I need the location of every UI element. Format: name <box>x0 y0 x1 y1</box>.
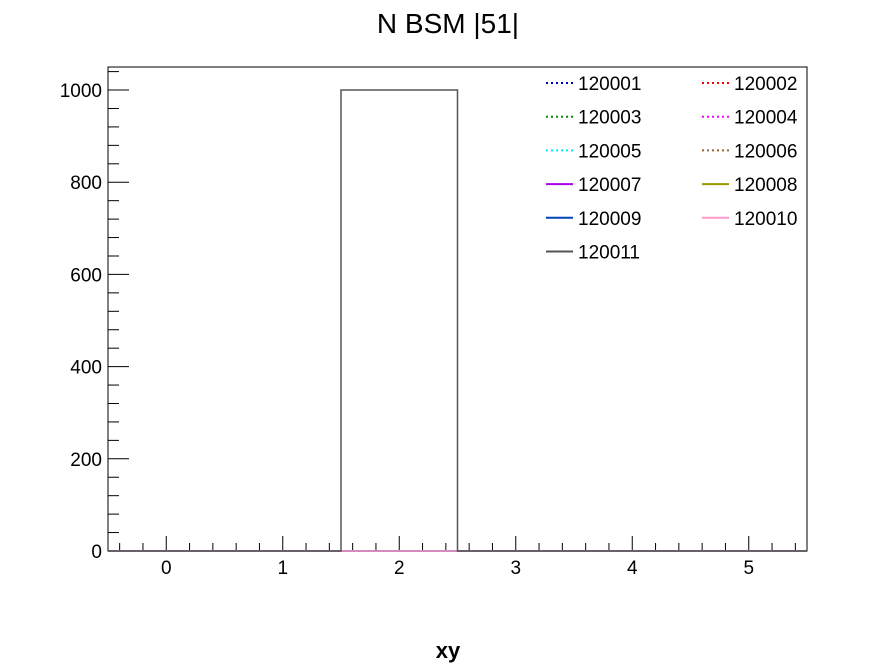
x-tick-label: 5 <box>743 558 754 579</box>
legend-label: 120008 <box>734 175 797 196</box>
legend-entry: 120007 <box>546 175 641 196</box>
x-tick-label: 3 <box>510 558 521 579</box>
legend-label: 120005 <box>578 141 641 162</box>
x-tick-label: 2 <box>394 558 405 579</box>
legend-label: 120001 <box>578 74 641 95</box>
y-tick-label: 400 <box>70 358 102 379</box>
legend-label: 120002 <box>734 74 797 95</box>
y-tick-label: 200 <box>70 450 102 471</box>
series-layer <box>108 89 807 552</box>
x-tick-label: 1 <box>277 558 288 579</box>
legend-entry: 120011 <box>546 243 640 264</box>
legend-entry: 120002 <box>702 74 797 95</box>
legend-entry: 120006 <box>702 141 797 162</box>
legend-entry: 120005 <box>546 141 641 162</box>
y-tick-label: 800 <box>70 173 102 194</box>
x-tick-label: 4 <box>627 558 638 579</box>
legend-entry: 120001 <box>546 74 641 95</box>
legend-label: 120010 <box>734 209 797 230</box>
legend-label: 120003 <box>578 108 641 129</box>
axes: 0 200 400 600 800 1000 0 1 2 3 4 5 <box>60 71 796 579</box>
x-tick-label: 0 <box>161 558 172 579</box>
legend-label: 120006 <box>734 141 797 162</box>
y-tick-label: 0 <box>91 542 102 563</box>
legend-label: 120004 <box>734 108 798 129</box>
legend-entry: 120008 <box>702 175 797 196</box>
y-tick-label: 600 <box>70 265 102 286</box>
legend-label: 120007 <box>578 175 641 196</box>
legend: 120001 120002 120003 120004 120005 120006 1200… <box>546 74 798 264</box>
y-tick-label: 1000 <box>60 81 102 102</box>
legend-entry: 120004 <box>702 108 798 129</box>
legend-entry: 120010 <box>702 209 797 230</box>
x-axis-label: xy <box>436 638 461 663</box>
series-120011 <box>108 89 807 552</box>
legend-label: 120011 <box>578 243 640 264</box>
legend-entry: 120009 <box>546 209 641 230</box>
chart-title: N BSM |51| <box>377 8 519 39</box>
legend-entry: 120003 <box>546 108 641 129</box>
legend-label: 120009 <box>578 209 641 230</box>
